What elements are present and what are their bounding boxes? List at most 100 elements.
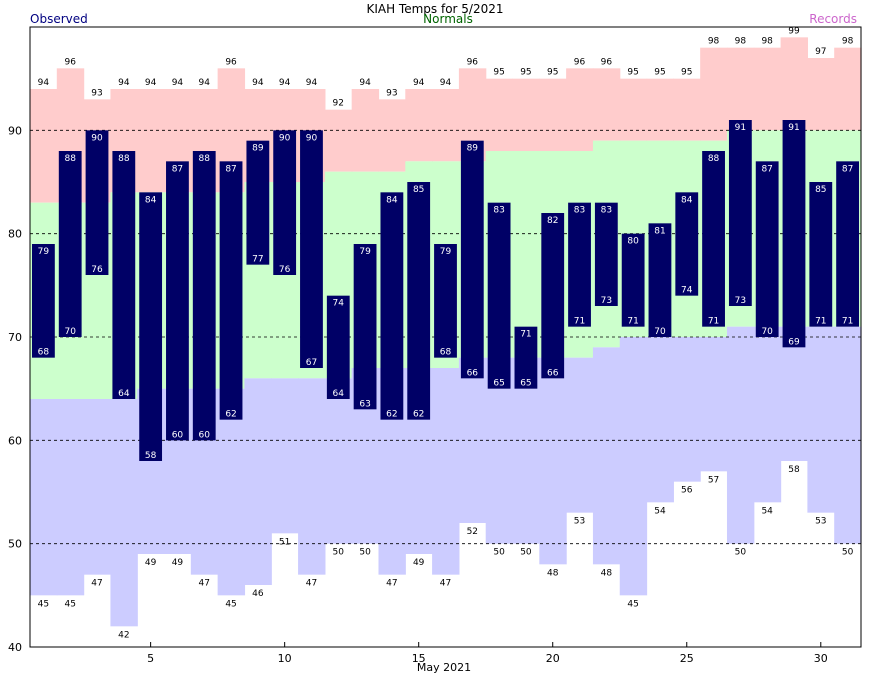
record-high-band: [673, 78, 701, 141]
x-tick-label: 5: [147, 652, 154, 665]
record-low-band: [298, 378, 326, 575]
observed-high-label: 84: [681, 195, 693, 205]
observed-bar: [809, 182, 833, 327]
observed-low-label: 73: [601, 296, 612, 306]
observed-bar: [594, 202, 618, 306]
observed-low-label: 58: [145, 451, 157, 461]
observed-high-label: 91: [788, 123, 799, 133]
axis-ticks: 40 50 60 70 80 90 5 10 15 20 25 30: [8, 124, 828, 665]
record-high-label: 94: [359, 78, 371, 88]
plot-frame: [29, 26, 862, 648]
record-low-band: [700, 337, 728, 472]
record-low-label: 45: [64, 599, 75, 609]
observed-bar: [648, 223, 672, 337]
observed-low-label: 64: [333, 389, 345, 399]
observed-high-label: 74: [333, 299, 345, 309]
record-low-label: 49: [413, 558, 425, 568]
observed-low-label: 64: [118, 389, 130, 399]
observed-bar: [326, 295, 350, 399]
record-high-label: 95: [627, 68, 638, 78]
observed-low-label: 62: [225, 410, 236, 420]
observed-bar: [702, 151, 725, 327]
observed-bar: [836, 161, 859, 327]
record-high-label: 93: [91, 88, 102, 98]
record-low-label: 50: [520, 548, 532, 558]
y-tick-label: 70: [8, 331, 22, 344]
observed-low-label: 71: [627, 317, 638, 327]
observed-bar: [380, 192, 404, 420]
observed-low-label: 71: [708, 317, 719, 327]
record-low-label: 56: [681, 486, 693, 496]
observed-low-label: 71: [574, 317, 585, 327]
observed-high-label: 84: [386, 195, 398, 205]
record-high-band: [512, 78, 540, 151]
observed-bar: [246, 140, 270, 265]
observed-bar: [166, 161, 189, 441]
record-low-band: [56, 399, 85, 596]
record-low-label: 51: [279, 537, 290, 547]
record-low-band: [217, 388, 246, 596]
record-low-label: 47: [306, 579, 317, 589]
observed-high-label: 88: [708, 154, 720, 164]
record-low-label: 50: [359, 548, 371, 558]
record-high-band: [834, 47, 862, 131]
observed-bar: [514, 326, 538, 389]
record-high-label: 94: [306, 78, 318, 88]
y-tick-label: 50: [8, 538, 22, 551]
record-high-label: 95: [493, 68, 504, 78]
record-low-band: [539, 357, 567, 565]
record-low-label: 47: [440, 579, 451, 589]
record-high-band: [30, 89, 58, 203]
observed-bar: [112, 151, 136, 399]
record-high-band: [137, 89, 165, 193]
x-tick-label: 25: [680, 652, 694, 665]
observed-high-label: 84: [145, 195, 157, 205]
record-low-band: [780, 326, 808, 461]
record-high-band: [566, 68, 594, 151]
record-high-band: [753, 47, 782, 131]
observed-low-label: 71: [815, 317, 826, 327]
observed-bar: [782, 120, 806, 348]
observed-low-label: 66: [547, 368, 559, 378]
record-low-label: 50: [735, 548, 747, 558]
record-high-label: 94: [440, 78, 452, 88]
observed-low-label: 71: [842, 317, 853, 327]
record-low-label: 53: [574, 517, 585, 527]
observed-bar: [85, 130, 109, 275]
observed-high-label: 79: [38, 247, 50, 257]
observed-high-label: 81: [654, 226, 665, 236]
observed-low-label: 70: [654, 327, 666, 337]
record-low-label: 42: [118, 630, 129, 640]
record-high-label: 98: [842, 37, 854, 47]
observed-low-label: 77: [252, 255, 263, 265]
observed-bar: [273, 130, 297, 275]
record-low-band: [271, 378, 299, 534]
record-high-label: 96: [467, 57, 479, 67]
record-high-label: 92: [333, 99, 344, 109]
record-high-label: 94: [279, 78, 291, 88]
record-high-label: 94: [413, 78, 425, 88]
record-low-label: 49: [145, 558, 157, 568]
data-labels: 94 45 79 68 96 45 88 70 93 47 90 76 94 42 88 64 94 49 84 58…: [38, 26, 854, 640]
record-high-label: 94: [118, 78, 130, 88]
observed-low-label: 67: [306, 358, 317, 368]
chart-title: KIAH Temps for 5/2021: [366, 2, 503, 16]
record-high-label: 99: [788, 26, 800, 36]
observed-low-label: 76: [91, 265, 103, 275]
observed-bar: [300, 130, 323, 368]
observed-high-label: 85: [413, 185, 424, 195]
legend-normals: Normals: [423, 12, 473, 26]
record-high-band: [539, 78, 567, 151]
record-low-band: [83, 399, 112, 575]
record-low-label: 49: [172, 558, 184, 568]
x-tick-label: 15: [412, 652, 426, 665]
observed-low-label: 68: [440, 348, 452, 358]
record-high-label: 94: [172, 78, 184, 88]
observed-high-label: 87: [761, 164, 772, 174]
observed-high-label: 87: [842, 164, 853, 174]
observed-high-label: 87: [172, 164, 183, 174]
record-low-band: [324, 378, 353, 544]
record-low-band: [619, 337, 648, 596]
observed-high-label: 83: [574, 206, 585, 216]
observed-bar: [192, 151, 216, 441]
